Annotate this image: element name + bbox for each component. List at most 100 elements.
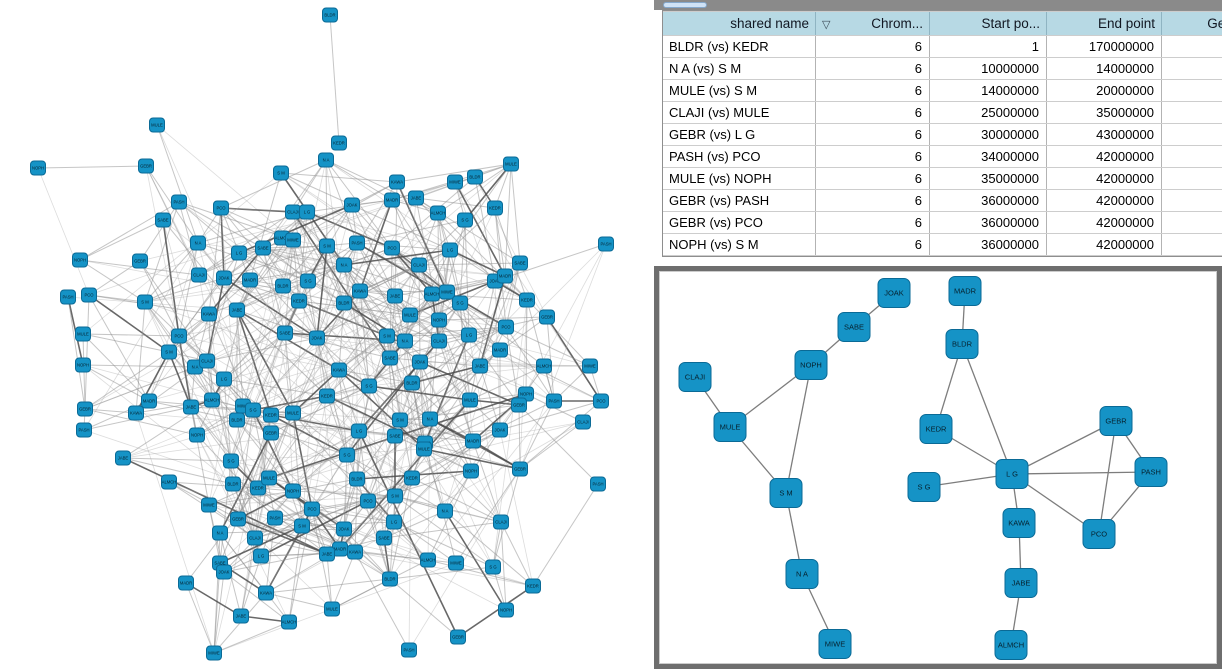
- table-cell[interactable]: NOPH (vs) S M: [663, 234, 816, 255]
- network-edge[interactable]: [265, 578, 391, 594]
- network-node[interactable]: GEBR: [450, 629, 466, 645]
- table-cell[interactable]: 6: [816, 124, 930, 145]
- network-node[interactable]: KEDR: [525, 578, 541, 594]
- network-node[interactable]: PCO: [171, 328, 187, 344]
- table-row[interactable]: CLAJI (vs) MULE625000000350000005.9: [663, 102, 1222, 123]
- network-edge[interactable]: [472, 440, 502, 523]
- network-edge[interactable]: [411, 429, 501, 479]
- network-edge[interactable]: [139, 201, 180, 262]
- network-edge[interactable]: [343, 249, 451, 266]
- network-edge[interactable]: [423, 448, 521, 470]
- network-node[interactable]: JOAK: [309, 330, 325, 346]
- network-edge[interactable]: [404, 293, 433, 342]
- network-edge[interactable]: [236, 309, 244, 407]
- table-cell[interactable]: 6: [816, 36, 930, 57]
- network-node[interactable]: MADR: [465, 433, 481, 449]
- network-node[interactable]: BLDR: [336, 295, 352, 311]
- network-node[interactable]: KEDR: [319, 388, 335, 404]
- network-edge[interactable]: [270, 414, 348, 456]
- network-edge[interactable]: [268, 454, 348, 479]
- network-node[interactable]: MADR: [497, 268, 513, 284]
- network-edge[interactable]: [358, 430, 474, 442]
- network-edge[interactable]: [358, 430, 459, 638]
- network-edge[interactable]: [240, 414, 272, 617]
- table-cell[interactable]: 192.0: [1162, 36, 1222, 57]
- network-node[interactable]: ALMCH: [430, 205, 446, 221]
- table-cell[interactable]: 6: [816, 80, 930, 101]
- network-edge[interactable]: [82, 333, 170, 353]
- network-node[interactable]: N A: [190, 235, 206, 251]
- network-node[interactable]: ALMCH: [536, 358, 552, 374]
- network-edge[interactable]: [351, 204, 451, 251]
- network-node[interactable]: SABE: [155, 212, 171, 228]
- network-node[interactable]: BLDR: [229, 412, 245, 428]
- network-edge[interactable]: [311, 454, 348, 510]
- network-edge[interactable]: [208, 442, 426, 506]
- network-node[interactable]: L G: [231, 245, 247, 261]
- network-edge[interactable]: [83, 242, 199, 431]
- network-edge[interactable]: [338, 369, 413, 384]
- network-edge[interactable]: [79, 259, 146, 303]
- network-edge[interactable]: [168, 481, 259, 489]
- network-node[interactable]: SABE: [277, 325, 293, 341]
- network-edge[interactable]: [338, 369, 348, 456]
- network-edge[interactable]: [262, 247, 507, 328]
- network-edge[interactable]: [316, 337, 396, 497]
- network-edge[interactable]: [427, 400, 555, 561]
- network-edge[interactable]: [211, 332, 286, 401]
- network-node[interactable]: S G: [361, 378, 377, 394]
- network-edge[interactable]: [419, 326, 507, 363]
- network-edge[interactable]: [354, 551, 410, 651]
- network-edge[interactable]: [391, 247, 528, 301]
- network-edge[interactable]: [449, 249, 506, 277]
- network-edge[interactable]: [236, 309, 294, 414]
- network-edge[interactable]: [358, 382, 413, 432]
- network-edge[interactable]: [148, 335, 388, 402]
- network-node[interactable]: ALMCH: [281, 614, 297, 630]
- network-edge[interactable]: [156, 124, 199, 244]
- network-node[interactable]: KAWA: [331, 362, 347, 378]
- network-edge[interactable]: [236, 309, 272, 416]
- table-cell[interactable]: 6.6: [1162, 58, 1222, 79]
- network-edge[interactable]: [331, 578, 391, 610]
- network-edge[interactable]: [156, 124, 294, 241]
- network-node[interactable]: N A: [318, 152, 334, 168]
- network-edge[interactable]: [270, 432, 303, 527]
- network-node[interactable]: L G: [442, 242, 458, 258]
- network-node[interactable]: S G: [485, 559, 501, 575]
- network-edge[interactable]: [339, 448, 425, 550]
- table-cell[interactable]: 43000000: [1047, 124, 1162, 145]
- network-edge[interactable]: [284, 314, 411, 334]
- network-edge[interactable]: [383, 510, 446, 539]
- network-node[interactable]: BLDR: [275, 278, 291, 294]
- table-cell[interactable]: 5.9: [1162, 102, 1222, 123]
- network-edge[interactable]: [396, 163, 512, 183]
- small-network-canvas[interactable]: JOAK MADR SABE BLDR NOPH CLAJI MULE KEDR GEBR L G…: [659, 271, 1217, 664]
- network-edge[interactable]: [438, 340, 474, 442]
- network-edge[interactable]: [389, 326, 507, 359]
- network-node[interactable]: BLDR: [945, 329, 979, 359]
- network-edge[interactable]: [431, 293, 501, 351]
- network-node[interactable]: JOAK: [216, 270, 232, 286]
- network-edge[interactable]: [519, 400, 555, 470]
- network-edge[interactable]: [359, 163, 512, 292]
- network-edge[interactable]: [84, 366, 196, 410]
- network-node[interactable]: S G: [339, 447, 355, 463]
- network-node[interactable]: KAWA: [1002, 508, 1036, 538]
- network-edge[interactable]: [298, 242, 358, 302]
- network-node[interactable]: MULE: [285, 405, 301, 421]
- network-edge[interactable]: [219, 532, 290, 623]
- network-node[interactable]: CLAJI: [575, 414, 591, 430]
- network-edge[interactable]: [282, 242, 358, 287]
- table-cell[interactable]: 14000000: [930, 80, 1047, 101]
- network-edge[interactable]: [367, 500, 429, 561]
- network-edge[interactable]: [504, 163, 512, 277]
- network-edge[interactable]: [354, 430, 360, 553]
- network-edge[interactable]: [122, 457, 232, 462]
- table-cell[interactable]: BLDR (vs) KEDR: [663, 36, 816, 57]
- network-node[interactable]: PCO: [498, 319, 514, 335]
- network-edge[interactable]: [230, 460, 256, 539]
- network-edge[interactable]: [519, 299, 528, 470]
- network-edge[interactable]: [237, 518, 341, 550]
- network-edge[interactable]: [237, 432, 272, 520]
